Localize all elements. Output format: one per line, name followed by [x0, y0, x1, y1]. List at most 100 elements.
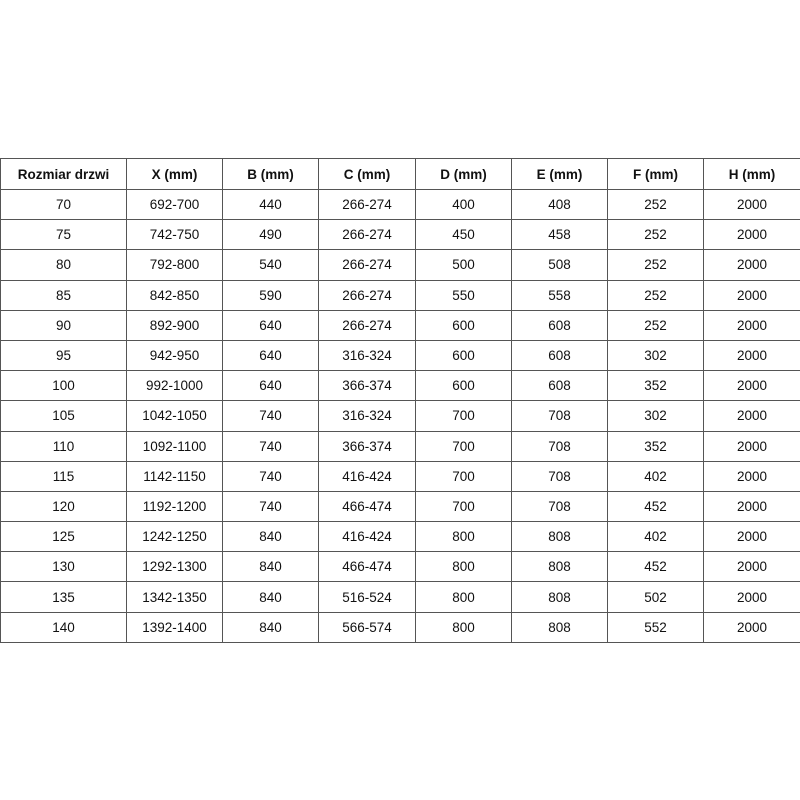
table-cell: 600	[415, 370, 512, 402]
table-cell: 740	[222, 430, 319, 462]
table-row: 125 1242-1250 840 416-424 800 808 402 2000	[0, 521, 800, 553]
table-cell: 458	[511, 219, 608, 251]
table-cell: 316-324	[318, 400, 416, 432]
table-cell: 840	[222, 611, 319, 643]
table-cell: 125	[0, 521, 127, 553]
table-cell: 366-374	[318, 370, 416, 402]
table-cell: 1092-1100	[126, 430, 223, 462]
table-row: 130 1292-1300 840 466-474 800 808 452 2000	[0, 551, 800, 583]
table-cell: 70	[0, 188, 127, 221]
table-cell: 942-950	[126, 339, 223, 372]
table-cell: 130	[0, 551, 127, 583]
table-cell: 842-850	[126, 279, 223, 311]
table-cell: 105	[0, 400, 127, 432]
table-cell: 2000	[703, 370, 800, 402]
table-cell: 840	[222, 551, 319, 583]
table-cell: 692-700	[126, 188, 223, 221]
table-row: 140 1392-1400 840 566-574 800 808 552 2000	[0, 611, 800, 643]
table-cell: 80	[0, 249, 127, 281]
table-cell: 252	[607, 219, 704, 251]
table-row: 120 1192-1200 740 466-474 700 708 452 2000	[0, 490, 800, 523]
table-cell: 90	[0, 309, 127, 341]
table-cell: 2000	[703, 249, 800, 281]
table-cell: 352	[607, 430, 704, 462]
table-cell: 840	[222, 581, 319, 613]
table-cell: 1142-1150	[126, 460, 223, 492]
table-cell: 800	[415, 551, 512, 583]
table-cell: 95	[0, 339, 127, 372]
table-cell: 700	[415, 400, 512, 432]
table-cell: 808	[511, 581, 608, 613]
table-row: 110 1092-1100 740 366-374 700 708 352 2000	[0, 430, 800, 462]
table-cell: 540	[222, 249, 319, 281]
table-cell: 252	[607, 309, 704, 341]
table-cell: 740	[222, 400, 319, 432]
column-header: H (mm)	[703, 158, 800, 190]
table-cell: 1342-1350	[126, 581, 223, 613]
table-cell: 2000	[703, 490, 800, 523]
table-cell: 508	[511, 249, 608, 281]
table-cell: 808	[511, 521, 608, 553]
table-cell: 700	[415, 460, 512, 492]
table-cell: 302	[607, 400, 704, 432]
table-cell: 2000	[703, 611, 800, 643]
column-header: B (mm)	[222, 158, 319, 190]
column-header: X (mm)	[126, 158, 223, 190]
table-cell: 85	[0, 279, 127, 311]
table-cell: 408	[511, 188, 608, 221]
table-cell: 450	[415, 219, 512, 251]
column-header: E (mm)	[511, 158, 608, 190]
table-cell: 1292-1300	[126, 551, 223, 583]
table-cell: 2000	[703, 551, 800, 583]
table-cell: 115	[0, 460, 127, 492]
table-cell: 700	[415, 490, 512, 523]
table-cell: 2000	[703, 339, 800, 372]
table-cell: 1392-1400	[126, 611, 223, 643]
table-cell: 808	[511, 551, 608, 583]
table-cell: 452	[607, 490, 704, 523]
table-cell: 800	[415, 521, 512, 553]
table-cell: 490	[222, 219, 319, 251]
table-cell: 516-524	[318, 581, 416, 613]
column-header: Rozmiar drzwi	[0, 158, 127, 190]
table-cell: 2000	[703, 581, 800, 613]
table-cell: 266-274	[318, 309, 416, 341]
table-row: 70 692-700 440 266-274 400 408 252 2000	[0, 188, 800, 221]
table-cell: 302	[607, 339, 704, 372]
table-cell: 708	[511, 490, 608, 523]
table-cell: 2000	[703, 219, 800, 251]
table-cell: 2000	[703, 430, 800, 462]
table-cell: 600	[415, 309, 512, 341]
table-cell: 2000	[703, 309, 800, 341]
table-header-row: Rozmiar drzwi X (mm) B (mm) C (mm) D (mm) E (…	[0, 158, 800, 190]
table-cell: 316-324	[318, 339, 416, 372]
table-cell: 892-900	[126, 309, 223, 341]
table-cell: 402	[607, 460, 704, 492]
table-row: 135 1342-1350 840 516-524 800 808 502 2000	[0, 581, 800, 613]
table-cell: 2000	[703, 279, 800, 311]
table-cell: 266-274	[318, 249, 416, 281]
table-cell: 2000	[703, 460, 800, 492]
door-size-table: Rozmiar drzwi X (mm) B (mm) C (mm) D (mm) E (…	[0, 158, 800, 643]
table-cell: 452	[607, 551, 704, 583]
table-row: 105 1042-1050 740 316-324 700 708 302 2000	[0, 400, 800, 432]
table-cell: 800	[415, 581, 512, 613]
table-cell: 266-274	[318, 279, 416, 311]
table-cell: 120	[0, 490, 127, 523]
table-cell: 740	[222, 490, 319, 523]
table-cell: 2000	[703, 400, 800, 432]
table-cell: 708	[511, 400, 608, 432]
table-cell: 590	[222, 279, 319, 311]
table-row: 80 792-800 540 266-274 500 508 252 2000	[0, 249, 800, 281]
table-cell: 402	[607, 521, 704, 553]
table-cell: 558	[511, 279, 608, 311]
table-cell: 708	[511, 460, 608, 492]
table-cell: 640	[222, 309, 319, 341]
table-cell: 700	[415, 430, 512, 462]
table-cell: 140	[0, 611, 127, 643]
table-cell: 808	[511, 611, 608, 643]
table-cell: 792-800	[126, 249, 223, 281]
table-row: 85 842-850 590 266-274 550 558 252 2000	[0, 279, 800, 311]
table-cell: 366-374	[318, 430, 416, 462]
table-row: 115 1142-1150 740 416-424 700 708 402 2000	[0, 460, 800, 492]
